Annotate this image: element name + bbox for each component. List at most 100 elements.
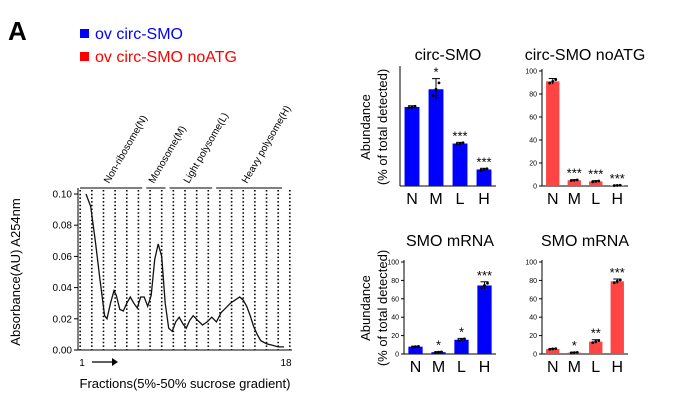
significance-label: *** <box>452 128 467 143</box>
data-point <box>572 178 576 182</box>
category-label: N <box>406 191 418 208</box>
significance-label: * <box>433 65 438 80</box>
y-axis-title: Absorbance(AU) A254nm <box>8 198 23 345</box>
chart-title: circ-SMO <box>415 47 482 64</box>
data-point <box>591 180 595 184</box>
data-point <box>410 105 414 109</box>
y-tick-label: 0.02 <box>53 314 73 325</box>
category-label: L <box>591 191 600 208</box>
data-point <box>411 345 414 349</box>
bar <box>567 180 581 186</box>
data-point <box>460 338 463 342</box>
data-point <box>463 337 466 341</box>
category-label: H <box>479 359 491 376</box>
y-tick-label: 0.08 <box>53 221 73 232</box>
bar-chart-smo-mrna-red: SMO mRNA 0 20 40 60 80 100 N * M ** L *** H <box>525 233 629 376</box>
data-point <box>485 167 489 171</box>
data-point <box>457 339 460 342</box>
x-axis-title: Fractions(5%-50% sucrose gradient) <box>80 376 291 391</box>
data-point <box>417 344 420 348</box>
data-point <box>548 347 552 351</box>
bar <box>452 143 468 186</box>
data-point <box>440 350 443 354</box>
data-point <box>548 81 552 85</box>
data-point <box>615 279 619 283</box>
legend: ov circ-SMO ov circ-SMO noATG <box>80 26 237 66</box>
significance-label: *** <box>476 154 491 169</box>
y-tick-label: 60 <box>391 296 399 303</box>
data-point <box>434 351 437 354</box>
y-tick-label: 60 <box>529 296 537 303</box>
bar <box>589 341 603 354</box>
y-tick-label: 80 <box>529 92 537 99</box>
y-axis-title: (% of total detected) <box>375 250 390 366</box>
data-point <box>569 351 573 355</box>
significance-label: * <box>572 338 577 353</box>
y-tick-label: 100 <box>525 260 537 267</box>
category-label: N <box>410 359 422 376</box>
category-label: L <box>591 359 600 376</box>
data-point <box>479 168 483 172</box>
data-point <box>594 340 598 343</box>
legend-label-red: ov circ-SMO noATG <box>95 49 237 66</box>
y-tick-label: 40 <box>391 315 399 322</box>
significance-label: * <box>459 324 464 339</box>
region-label: Non-ribosome(N) <box>102 114 150 186</box>
bar-chart-circ-smo-noatg: circ-SMO noATG 0 20 40 60 80 100 N *** M *** L *** H <box>525 47 646 208</box>
y-tick-label: 40 <box>529 315 537 322</box>
y-tick-label: 0.06 <box>53 252 73 263</box>
category-label: H <box>611 191 623 208</box>
bar <box>546 81 560 186</box>
x-end-label: 18 <box>280 358 292 369</box>
data-point <box>554 78 558 82</box>
y-tick-label: 20 <box>529 161 537 168</box>
category-label: M <box>568 191 581 208</box>
category-label: L <box>457 359 466 376</box>
region-label: Light polysome(L) <box>182 111 231 185</box>
y-tick-label: 100 <box>525 69 537 76</box>
bar <box>454 339 469 354</box>
data-point <box>551 79 555 83</box>
polysome-profile-chart: 0.00 0.02 0.04 0.06 0.08 0.10 Absorbance(AU) A… <box>8 104 294 391</box>
category-label: H <box>478 191 490 208</box>
data-point <box>480 286 483 290</box>
category-label: H <box>611 359 623 376</box>
data-point <box>618 278 622 282</box>
data-point <box>575 178 579 182</box>
bar <box>404 106 420 186</box>
data-point <box>482 168 486 171</box>
y-tick-label: 0 <box>395 352 399 359</box>
bar <box>428 89 444 186</box>
y-tick-label: 100 <box>387 260 399 267</box>
data-point <box>414 345 417 349</box>
significance-label: *** <box>588 167 603 182</box>
region-label: Monosome(M) <box>147 124 189 185</box>
bar-chart-circ-smo: circ-SMO N * M *** L *** H Abundance (% of total … <box>358 47 496 208</box>
significance-label: ** <box>591 326 601 341</box>
absorbance-line <box>85 193 284 348</box>
significance-label: *** <box>610 171 625 186</box>
category-label: M <box>432 359 445 376</box>
legend-swatch-red <box>80 52 89 61</box>
y-tick-label: 20 <box>529 333 537 340</box>
significance-label: *** <box>477 268 492 283</box>
data-point <box>486 281 489 285</box>
data-point <box>569 179 573 182</box>
significance-label: * <box>436 338 441 353</box>
data-point <box>458 142 462 145</box>
data-point <box>554 347 558 351</box>
bar-chart-smo-mrna-blue: SMO mRNA 0 20 40 60 80 100 N * M * L *** H Abundance (%… <box>358 233 496 376</box>
legend-swatch-blue <box>80 29 89 38</box>
y-axis-title: Abundance <box>358 94 373 160</box>
y-tick-label: 0.10 <box>53 190 73 201</box>
data-point <box>431 94 435 98</box>
y-tick-label: 0.04 <box>53 283 73 294</box>
panel-letter: A <box>8 16 27 46</box>
data-point <box>407 106 411 110</box>
data-point <box>483 284 486 287</box>
data-point <box>413 104 417 108</box>
data-point <box>575 350 579 354</box>
y-tick-label: 0 <box>533 184 537 191</box>
y-tick-label: 0.00 <box>53 346 73 357</box>
